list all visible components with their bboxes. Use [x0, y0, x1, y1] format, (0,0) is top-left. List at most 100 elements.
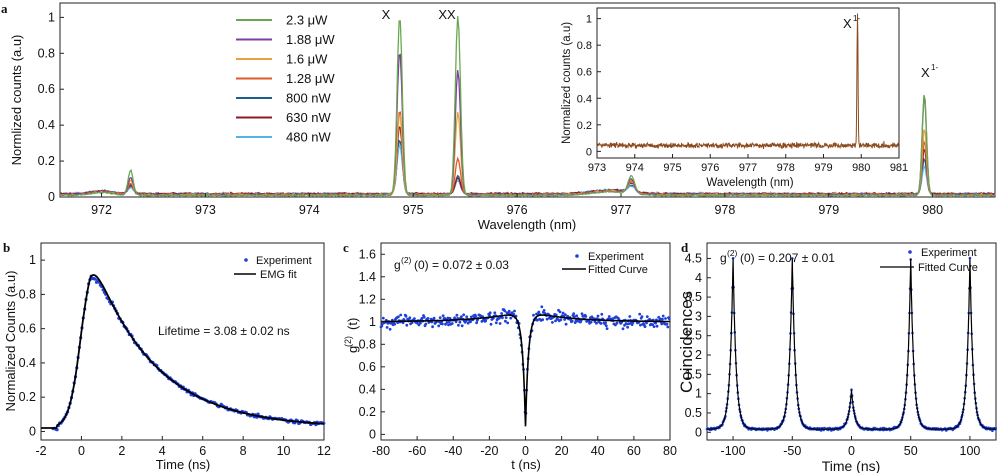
annotation-x: X: [382, 7, 391, 22]
panel-d-axes: -100 -50 0 50 100 0 0.5 1 1.5 2 2.5 3 3.5 4 4.5: [685, 251, 981, 458]
legend-text-fitted-c: Fitted Curve: [588, 264, 648, 276]
panel-c-data-point: [667, 317, 671, 321]
inset-annotation-base: X: [843, 16, 852, 31]
panel-a-ylabel: Normlized counts (a.u): [9, 35, 24, 166]
panel-c-data-point: [426, 317, 430, 320]
panel-c-data-point: [535, 318, 539, 322]
legend-marker-experiment-c: [575, 254, 579, 258]
panel-d-data-point: [968, 256, 972, 260]
panel-c-data-point: [599, 322, 603, 325]
panel-b-xtick-label: 4: [159, 444, 166, 458]
panel-c-xtick-label: 60: [627, 444, 641, 458]
panel-c-data-point: [455, 313, 459, 317]
panel-label-d: d: [681, 240, 689, 255]
inset-xtick-label: 975: [663, 162, 681, 174]
panel-b-xtick-label: 8: [240, 444, 247, 458]
panel-c-data-point: [466, 321, 470, 325]
panel-c-ytick-label: 0: [369, 427, 376, 441]
panel-b-lifetime-annotation: Lifetime = 3.08 ± 0.02 ns: [158, 324, 290, 338]
panel-c-data-point: [444, 322, 447, 326]
panel-c-data-point: [658, 317, 662, 321]
panel-b-xtick-label: 6: [199, 444, 206, 458]
panel-c-data-point: [484, 319, 488, 323]
panel-c-ytick-label: 0.6: [359, 360, 376, 374]
inset-axes: 973 974 975 976 977 978 979 980 981 0 0.2 0.4 0.6 0.8…: [577, 14, 908, 174]
panel-c-data-point: [446, 316, 450, 320]
panel-c-data-point: [454, 320, 458, 324]
panel-c-data-point: [651, 323, 654, 326]
panel-c-data-point: [573, 315, 576, 318]
panel-a-xtick-label: 973: [195, 203, 216, 217]
legend-text: 1.28 μW: [286, 71, 335, 86]
panel-a-series-group: [59, 16, 996, 197]
panel-c-g2: -80 -60 -40 -20 0 20 40 60 80 0 0.2 0.4 0.6 0.8 1 1.2 1.…: [343, 242, 677, 472]
panel-b-axes: -2 0 2 4 6 8 10 12 0 0.2 0.4 0.6 0.8 1: [19, 253, 331, 458]
panel-c-ytick-label: 1.4: [359, 270, 376, 284]
panel-c-data-point: [584, 315, 588, 318]
panel-c-ylabel: g (2) (t): [343, 318, 360, 353]
panel-b-xtick-label: 0: [78, 444, 85, 458]
panel-b-legend: Experiment EMG fit: [234, 255, 312, 281]
panel-c-data-point: [494, 321, 498, 325]
panel-b-lifetime: -2 0 2 4 6 8 10 12 0 0.2 0.4 0.6 0.8 1 Time (ns) Norm…: [3, 242, 331, 472]
panel-c-data-point: [424, 322, 428, 326]
panel-c-data-point: [640, 315, 644, 318]
panel-c-xlabel: t (ns): [511, 457, 541, 472]
panel-c-ylabel-sup: (2): [343, 336, 353, 347]
panel-c-data-point: [462, 313, 466, 317]
panel-d-ytick-label: 4.5: [685, 251, 702, 265]
panel-c-data-point: [542, 309, 546, 312]
panel-c-data-point: [507, 309, 511, 313]
annotation-x1minus-base: X: [921, 65, 930, 80]
panel-c-xtick-label: 80: [663, 444, 677, 458]
panel-c-data-point: [532, 313, 535, 317]
panel-c-data-point: [405, 323, 409, 327]
panel-c-data-point: [600, 312, 604, 316]
panel-a-xtick-label: 978: [714, 203, 735, 217]
panel-c-data-point: [643, 325, 647, 328]
inset-ylabel: Normalized counts (a.u): [561, 22, 573, 144]
panel-c-data-point: [441, 322, 444, 326]
annotation-xx: XX: [438, 7, 456, 22]
panel-c-data-point: [645, 315, 649, 318]
panel-b-ytick-label: 0.6: [19, 322, 36, 336]
panel-c-data-point: [604, 321, 607, 325]
panel-c-data-point: [570, 319, 574, 323]
panel-c-xtick-label: -20: [480, 444, 498, 458]
panel-c-ytick-label: 0.4: [359, 382, 376, 396]
panel-a-xtick-label: 975: [403, 203, 424, 217]
panel-c-data-point: [500, 312, 503, 315]
panel-a-xtick-label: 977: [611, 203, 632, 217]
panel-b-ytick-label: 1: [29, 253, 36, 267]
panel-d-ytick-label: 3.5: [685, 290, 702, 304]
annotation-x1minus-sup: 1-: [931, 63, 938, 72]
panel-label-b: b: [3, 240, 10, 255]
panel-a-ytick-label: 1: [48, 10, 55, 24]
inset-xlabel: Wavelength (nm): [706, 177, 793, 189]
panel-d-ytick-label: 3: [695, 309, 702, 323]
panel-a-xtick-label: 976: [507, 203, 528, 217]
panel-c-data-point: [438, 316, 442, 320]
inset-ytick-label: 0.6: [577, 67, 592, 79]
panel-c-data-point: [510, 311, 514, 314]
panel-c-data-point: [596, 314, 600, 318]
panel-c-data-point: [488, 313, 491, 317]
panel-c-data-point: [558, 310, 562, 314]
panel-a-xtick-label: 972: [91, 203, 112, 217]
panel-c-data-point: [397, 315, 400, 319]
panel-c-data-point: [509, 316, 513, 320]
panel-a-inset: 973 974 975 976 977 978 979 980 981 0 0.2 0.4 0.6 0.8…: [561, 7, 908, 189]
panel-b-data-point: [55, 428, 59, 432]
panel-a-xlabel: Wavelength (nm): [478, 217, 577, 232]
panel-d-xtick-label: -50: [783, 444, 801, 458]
panel-c-ytick-label: 0.2: [359, 405, 376, 419]
panel-b-xtick-label: 10: [277, 444, 291, 458]
panel-c-data-point: [628, 315, 632, 318]
panel-c-g2-annotation: g (2) (0) = 0.072 ± 0.03: [394, 255, 509, 272]
panel-c-data-point: [457, 323, 460, 327]
panel-c-data-point: [559, 318, 563, 322]
panel-d-annotation-value: (0) = 0.207 ± 0.01: [740, 251, 835, 265]
legend-text-experiment-c: Experiment: [588, 251, 644, 263]
panel-c-data-point: [431, 325, 434, 329]
